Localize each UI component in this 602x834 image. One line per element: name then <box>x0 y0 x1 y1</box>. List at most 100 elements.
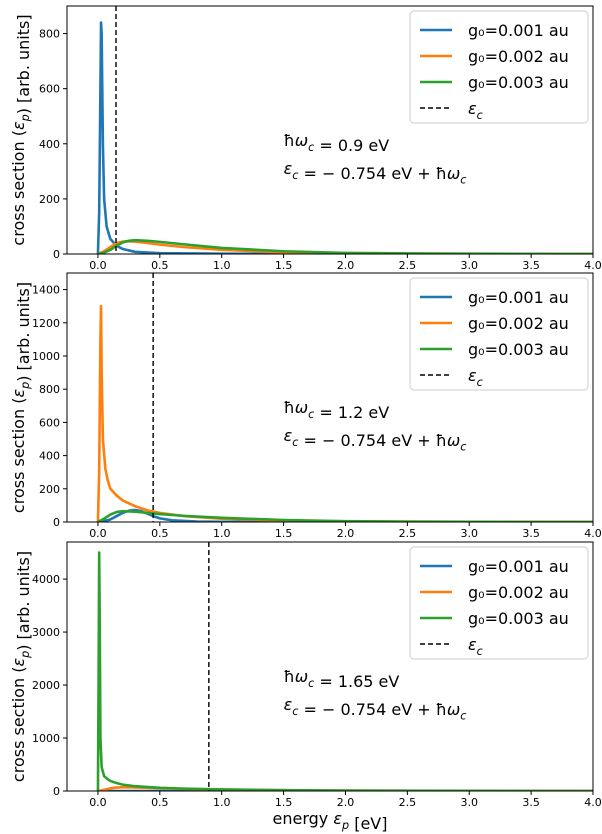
x-tick-label: 4.0 <box>584 259 602 272</box>
x-tick-label: 3.5 <box>522 259 540 272</box>
y-tick-label: 1200 <box>32 317 60 330</box>
y-tick: 2000 <box>32 679 67 692</box>
x-tick: 1.5 <box>275 254 293 272</box>
x-tick: 4.0 <box>584 791 602 809</box>
y-axis-label: cross section (εp) [arb. units] <box>9 14 33 245</box>
y-tick: 1200 <box>32 317 67 330</box>
legend-label: g₀=0.003 au <box>468 73 569 92</box>
y-tick: 1000 <box>32 350 67 363</box>
x-tick: 4.0 <box>584 522 602 540</box>
y-tick-label: 400 <box>39 450 60 463</box>
x-tick: 3.5 <box>522 254 540 272</box>
x-tick: 0.5 <box>151 522 169 540</box>
plot-frame <box>66 541 594 792</box>
legend-label: g₀=0.002 au <box>468 583 569 602</box>
x-tick-label: 1.5 <box>275 527 293 540</box>
y-tick-label: 0 <box>53 248 60 261</box>
y-tick: 800 <box>39 28 67 41</box>
y-tick-label: 600 <box>39 83 60 96</box>
y-tick-label: 2000 <box>32 679 60 692</box>
legend-label: g₀=0.001 au <box>468 288 569 307</box>
y-tick: 3000 <box>32 626 67 639</box>
legend-label: εc <box>468 635 483 658</box>
y-tick: 4000 <box>32 573 67 586</box>
x-tick-label: 0.5 <box>151 259 169 272</box>
annotation-line-1: ħωc = 1.2 eV <box>284 398 390 422</box>
legend-label: g₀=0.003 au <box>468 609 569 628</box>
y-tick-label: 0 <box>53 785 60 798</box>
x-tick: 1.0 <box>213 254 230 272</box>
y-tick: 400 <box>39 450 67 463</box>
legend-label: εc <box>468 366 483 389</box>
x-tick: 2.0 <box>337 791 355 809</box>
y-tick: 200 <box>39 193 67 206</box>
x-tick-label: 4.0 <box>584 527 602 540</box>
x-tick: 2.0 <box>337 254 355 272</box>
series-line-3 <box>96 551 593 791</box>
y-tick-label: 0 <box>53 516 60 529</box>
legend: g₀=0.001 au g₀=0.002 au g₀=0.003 au εc <box>409 10 589 124</box>
x-tick-label: 1.5 <box>275 259 293 272</box>
x-tick-label: 2.0 <box>337 259 355 272</box>
y-axis-label: cross section (εp) [arb. units] <box>9 551 33 782</box>
y-tick: 1000 <box>32 732 67 745</box>
x-tick-label: 3.5 <box>522 527 540 540</box>
y-tick: 600 <box>39 83 67 96</box>
chart-panel-1: 0.0 0.5 1.0 1.5 2.0 2.5 3.0 3.5 4.0 0 200 400 600 800… <box>9 5 602 272</box>
legend-label: g₀=0.002 au <box>468 47 569 66</box>
x-tick-label: 0.0 <box>89 259 107 272</box>
x-tick: 3.0 <box>460 522 478 540</box>
y-tick-label: 200 <box>39 483 60 496</box>
x-tick: 0.5 <box>151 791 169 809</box>
y-tick: 400 <box>39 138 67 151</box>
y-tick-label: 1000 <box>32 350 60 363</box>
x-tick: 1.5 <box>275 522 293 540</box>
x-tick-label: 1.0 <box>213 796 231 809</box>
x-tick-label: 2.5 <box>399 796 417 809</box>
x-tick: 1.0 <box>213 522 231 540</box>
y-tick-label: 1000 <box>32 732 60 745</box>
x-tick: 2.5 <box>399 522 416 540</box>
x-tick: 0.5 <box>151 254 169 272</box>
annotation-line-2: εc = − 0.754 eV + ħωc <box>284 426 467 454</box>
x-tick-label: 2.0 <box>337 796 355 809</box>
x-tick-label: 0.0 <box>89 796 107 809</box>
x-tick: 2.5 <box>399 254 417 272</box>
plot-frame <box>66 272 594 523</box>
x-tick: 3.5 <box>522 791 540 809</box>
y-tick-label: 400 <box>39 138 60 151</box>
y-tick: 600 <box>39 416 67 429</box>
x-tick-label: 2.5 <box>399 259 417 272</box>
y-tick: 0 <box>53 248 67 261</box>
x-axis-label: energy εp [eV] <box>273 809 388 833</box>
x-tick: 0.0 <box>89 791 107 809</box>
chart-panel-2: 0.0 0.5 1.0 1.5 2.0 2.5 3.0 3.5 4.0 0 200 400 600 800… <box>9 272 602 540</box>
x-tick: 2.5 <box>399 791 417 809</box>
x-tick: 0.0 <box>89 522 107 540</box>
annotation-line-2: εc = − 0.754 eV + ħωc <box>284 159 467 187</box>
annotation-line-2: εc = − 0.754 eV + ħωc <box>284 695 467 723</box>
y-tick: 0 <box>53 785 67 798</box>
y-tick-label: 800 <box>39 28 60 41</box>
annotation-line-1: ħωc = 1.65 eV <box>284 667 400 691</box>
x-tick-label: 3.0 <box>460 796 478 809</box>
legend-label: εc <box>468 99 483 122</box>
x-tick: 1.5 <box>275 791 292 809</box>
x-tick: 3.0 <box>460 791 478 809</box>
x-tick: 4.0 <box>584 254 602 272</box>
chart-panel-3: 0.0 0.5 1.0 1.5 2.0 2.5 3.0 3.5 4.0 0 1000 2000 3000… <box>9 541 602 833</box>
annotation-line-1: ħωc = 0.9 eV <box>284 131 390 155</box>
legend-label: g₀=0.001 au <box>468 557 569 576</box>
x-tick-label: 3.5 <box>522 796 540 809</box>
y-tick-label: 3000 <box>32 626 60 639</box>
x-tick-label: 3.0 <box>460 527 478 540</box>
y-tick: 1400 <box>32 284 67 297</box>
series-line-3 <box>97 238 593 254</box>
x-tick-label: 1.0 <box>213 527 231 540</box>
x-tick-label: 0.5 <box>151 796 169 809</box>
x-tick-label: 0.5 <box>151 527 169 540</box>
legend: g₀=0.001 au g₀=0.002 au g₀=0.003 au εc <box>409 546 589 660</box>
x-tick: 1.0 <box>213 791 231 809</box>
legend-label: g₀=0.003 au <box>468 340 569 359</box>
